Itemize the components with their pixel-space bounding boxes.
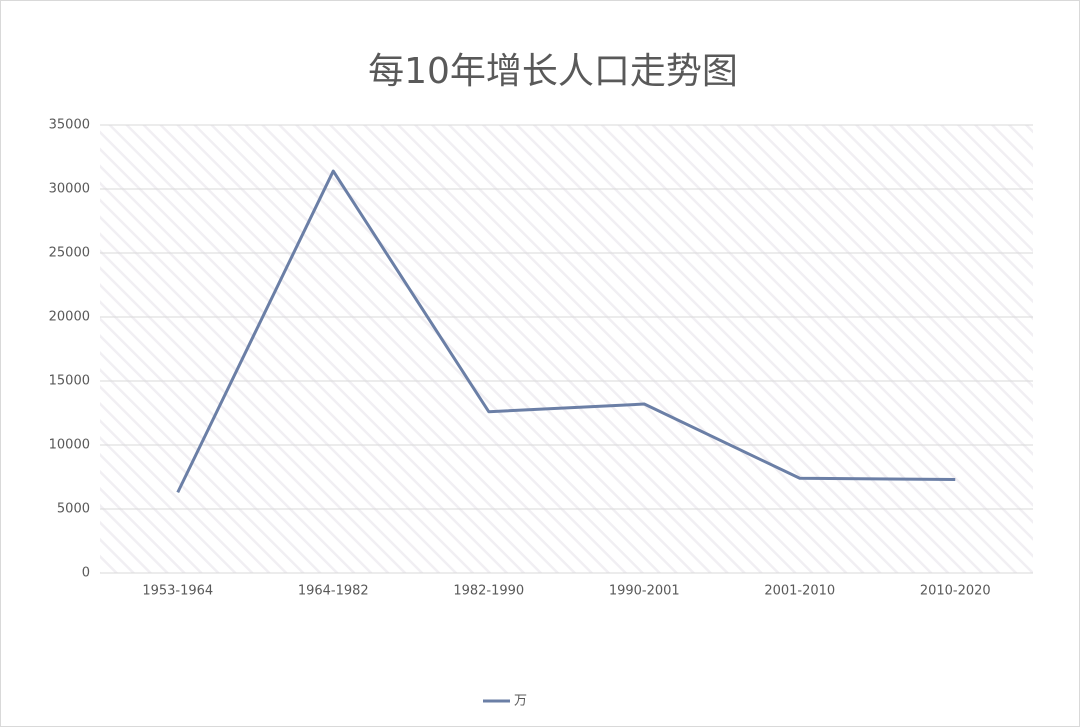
x-tick-label: 1953-1964 <box>142 584 213 599</box>
chart-title: 每10年增长人口走势图 <box>368 51 738 92</box>
y-tick-label: 15000 <box>49 374 90 389</box>
x-tick-label: 1982-1990 <box>453 584 524 599</box>
y-tick-label: 25000 <box>49 246 90 261</box>
y-tick-label: 30000 <box>49 182 90 197</box>
y-tick-label: 5000 <box>57 502 90 517</box>
plot-area <box>100 125 1033 573</box>
line <box>176 169 956 494</box>
x-tick-label: 2001-2010 <box>764 584 835 599</box>
legend-label: 万 <box>514 694 527 709</box>
y-tick-label: 10000 <box>49 438 90 453</box>
y-tick-label: 35000 <box>49 118 90 133</box>
y-tick-label: 20000 <box>49 310 90 325</box>
x-tick-label: 2010-2020 <box>920 584 991 599</box>
x-tick-label: 1964-1982 <box>298 584 369 599</box>
x-tick-label: 1990-2001 <box>609 584 680 599</box>
y-tick-label: 0 <box>82 566 90 581</box>
